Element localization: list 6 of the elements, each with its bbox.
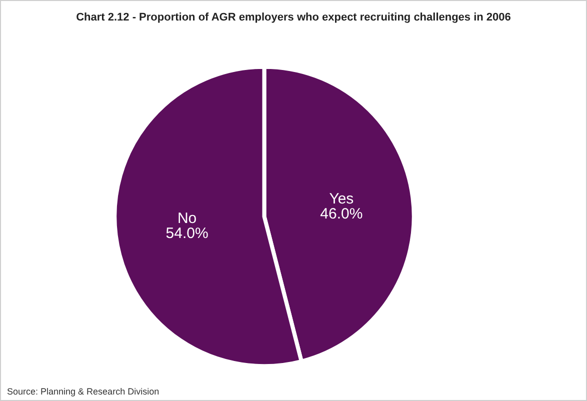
source-note: Source: Planning & Research Division: [7, 386, 160, 396]
slice-label: Yes: [329, 190, 354, 208]
chart-title: Chart 2.12 - Proportion of AGR employers who expect recruiting challenges in 2006: [76, 12, 511, 24]
data-label: 54.0%: [166, 225, 208, 242]
data-label: 46.0%: [320, 206, 363, 223]
slice-label: No: [177, 210, 197, 228]
